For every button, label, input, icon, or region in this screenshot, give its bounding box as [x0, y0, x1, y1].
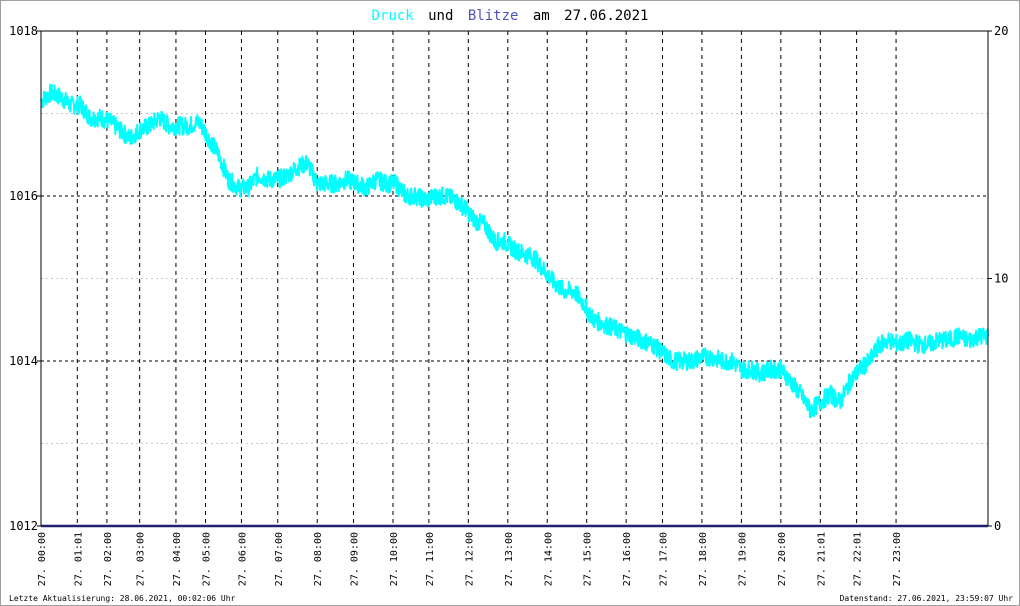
grid-lines — [41, 30, 988, 526]
x-tick-label-7: 27. 07:00 — [274, 532, 285, 586]
x-tick-label-23: 27. 23:00 — [892, 532, 903, 586]
x-tick-label-14: 27. 14:00 — [543, 532, 554, 586]
y-left-tick-label-1012: 1012 — [9, 519, 38, 533]
x-tick-label-3: 27. 03:00 — [136, 532, 147, 586]
x-tick-label-17: 27. 17:00 — [658, 532, 669, 586]
x-tick-label-21: 27. 21:01 — [816, 532, 827, 586]
x-tick-label-6: 27. 06:00 — [237, 532, 248, 586]
x-tick-label-16: 27. 16:00 — [622, 532, 633, 586]
x-tick-label-4: 27. 04:00 — [172, 532, 183, 586]
title-series-druck: Druck — [372, 8, 415, 24]
x-tick-label-1: 27. 01:01 — [73, 532, 84, 586]
title-connector: und — [428, 8, 453, 24]
x-tick-label-11: 27. 11:00 — [425, 532, 436, 586]
x-tick-label-0: 27. 00:00 — [37, 532, 48, 586]
axes — [37, 30, 992, 527]
y-right-tick-label-20: 20 — [994, 24, 1008, 38]
y-right-tick-label-0: 0 — [994, 519, 1001, 533]
series-line-druck — [40, 83, 989, 419]
y-right-tick-label-10: 10 — [994, 272, 1008, 286]
y-left-tick-label-1016: 1016 — [9, 189, 38, 203]
x-tick-label-22: 27. 22:01 — [853, 532, 864, 586]
title-date-prefix: am — [533, 8, 550, 24]
x-tick-label-15: 27. 15:00 — [583, 532, 594, 586]
x-tick-label-13: 27. 13:00 — [504, 532, 515, 586]
title-series-blitze: Blitze — [468, 8, 519, 24]
x-tick-label-12: 27. 12:00 — [464, 532, 475, 586]
tick-labels: 1012 1014 1016 1018 0 10 20 27. 00:00 27. 01:01 2… — [9, 24, 1008, 586]
x-tick-label-9: 27. 09:00 — [350, 532, 361, 586]
title-date: 27.06.2021 — [564, 8, 648, 24]
x-tick-label-10: 27. 10:00 — [389, 532, 400, 586]
x-tick-label-5: 27. 05:00 — [202, 532, 213, 586]
x-tick-label-18: 27. 18:00 — [698, 532, 709, 586]
footer-last-update: Letzte Aktualisierung: 28.06.2021, 00:02… — [9, 594, 236, 603]
x-tick-label-20: 27. 20:00 — [777, 532, 788, 586]
data-series — [40, 83, 989, 528]
footer-data-status: Datenstand: 27.06.2021, 23:59:07 Uhr — [840, 594, 1014, 603]
y-left-tick-label-1014: 1014 — [9, 354, 38, 368]
chart-title: Druck und Blitze am 27.06.2021 — [372, 8, 649, 24]
x-tick-label-2: 27. 02:00 — [103, 532, 114, 586]
y-left-tick-label-1018: 1018 — [9, 24, 38, 38]
x-tick-label-8: 27. 08:00 — [313, 532, 324, 586]
x-tick-label-19: 27. 19:00 — [737, 532, 748, 586]
